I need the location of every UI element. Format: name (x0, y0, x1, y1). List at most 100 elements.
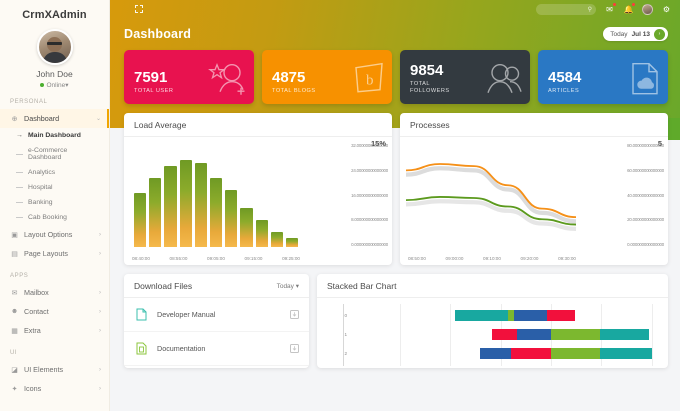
chevron-right-icon: › (99, 231, 101, 238)
bar-segment (550, 329, 600, 340)
dash-icon (16, 172, 23, 173)
stat-label: ARTICLES (548, 88, 580, 95)
download-files-header: Download Files Today ▾ (124, 274, 309, 298)
sidebar-item-contact[interactable]: ☻ Contact › (0, 302, 109, 321)
chevron-right-icon: › (99, 327, 101, 334)
status-label: Online (46, 82, 66, 89)
sidebar-subitem-main-dashboard[interactable]: → Main Dashboard (0, 128, 109, 143)
bar-segment (455, 310, 508, 321)
axis-tick-label: 09:00:00 (445, 256, 464, 261)
sidebar-subitem-hospital[interactable]: Hospital (0, 180, 109, 195)
sidebar-subitem-ecommerce-dashboard[interactable]: e-Commerce Dashboard (0, 143, 109, 165)
status-caret-icon: ▾ (65, 82, 69, 89)
list-item[interactable]: Developer Manual (124, 298, 309, 332)
bell-icon[interactable]: 🔔 (623, 2, 635, 14)
stat-card-total-blogs[interactable]: 4875 TOTAL BLOGS b (262, 50, 392, 104)
stacked-bar-rows: 0 1 2 (327, 306, 658, 363)
sidebar-item-label: Layout Options (24, 230, 73, 239)
axis-tick-label: 16.00000000000000 (351, 192, 388, 198)
profile-status[interactable]: Online▾ (0, 81, 109, 89)
stat-value: 4875 (272, 69, 306, 87)
sidebar-item-extra[interactable]: ▦ Extra › (0, 321, 109, 340)
gridline (399, 304, 401, 366)
bar-segment (513, 310, 548, 321)
sidebar-subitem-analytics[interactable]: Analytics (0, 165, 109, 180)
followers-icon (487, 64, 522, 93)
sidebar-item-dashboard[interactable]: ⊕ Dashboard ⌄ (0, 109, 109, 128)
stat-card-total-followers[interactable]: 9854 TOTAL FOLLOWERS (400, 50, 530, 104)
stacked-bar[interactable] (492, 329, 649, 340)
download-icon[interactable] (290, 310, 299, 319)
axis-tick-label: 1 (344, 332, 347, 337)
download-files-dropdown[interactable]: Today ▾ (276, 283, 299, 290)
stacked-bar-row: 0 (327, 306, 658, 325)
axis-tick-label: 8.000000000000000 (351, 217, 388, 223)
bar-segment (599, 348, 652, 359)
bar-track (351, 348, 658, 359)
sidebar-item-label: Contact (24, 307, 49, 316)
hamburger-icon[interactable] (118, 7, 127, 11)
stacked-bar[interactable] (479, 348, 652, 359)
stacked-bar-chart[interactable]: 0 1 2 (317, 298, 668, 368)
sidebar-item-page-layouts[interactable]: ▤ Page Layouts › (0, 244, 109, 263)
brand-logo[interactable]: CrmXAdmin (22, 9, 87, 21)
axis-tick-label: 09:15:00 (244, 256, 263, 261)
list-item[interactable]: Documentation (124, 332, 309, 366)
sidebar-item-mailbox[interactable]: ✉ Mailbox › (0, 283, 109, 302)
bar-segment (479, 348, 511, 359)
sidebar-subitem-banking[interactable]: Banking (0, 195, 109, 210)
load-average-chart[interactable]: 15% 32.00000000000000 24.00000000000000 16… (124, 137, 392, 265)
stacked-bar[interactable] (455, 310, 576, 321)
fullscreen-icon[interactable] (135, 5, 143, 13)
today-date: Jul 13 (631, 30, 650, 38)
nav-group-personal: PERSONAL (10, 99, 48, 105)
processes-value: 5 (657, 139, 662, 148)
gridline (651, 304, 653, 366)
today-knob-icon: › (654, 28, 665, 40)
charts-row: Load Average 15% 32.00000000000000 24.000… (110, 104, 680, 265)
avatar[interactable] (36, 29, 73, 65)
axis-tick-label: 09:30:00 (558, 256, 576, 261)
processes-y-axis: 80.00000000000000 60.00000000000000 40.000… (574, 143, 664, 247)
mail-icon: ✉ (11, 289, 18, 297)
dash-icon (16, 153, 23, 155)
user-avatar[interactable] (642, 3, 653, 15)
search-input[interactable]: ⚲ (536, 3, 596, 15)
panel-title: Stacked Bar Chart (317, 274, 668, 298)
axis-tick-label: 60.00000000000000 (627, 167, 664, 173)
chevron-right-icon: › (99, 308, 101, 315)
panel-processes: Processes 5 80.00000000000000 60.00000000… (400, 113, 668, 265)
chevron-right-icon: › (99, 289, 101, 296)
axis-tick-label: 20.00000000000000 (627, 217, 664, 223)
stat-card-articles[interactable]: 4584 ARTICLES (538, 50, 668, 104)
gear-icon[interactable]: ⚙ (662, 4, 671, 14)
contact-icon: ☻ (10, 308, 19, 315)
status-dot-icon (40, 83, 45, 88)
axis-tick-label: 40.00000000000000 (627, 192, 664, 198)
sidebar-subitem-cab-booking[interactable]: Cab Booking (0, 210, 109, 225)
axis-tick-label: 32.00000000000000 (351, 143, 388, 148)
svg-text:b: b (366, 73, 374, 89)
user-star-icon (208, 62, 245, 95)
today-selector[interactable]: Today Jul 13 › (603, 27, 668, 41)
extra-icon: ▦ (11, 327, 18, 335)
pages-icon: ▤ (11, 250, 18, 258)
mail-icon[interactable]: ✉ (604, 2, 616, 15)
stat-value: 9854 (410, 62, 444, 80)
sidebar-item-layout-options[interactable]: ▣ Layout Options › (0, 225, 109, 244)
file-name: Documentation (157, 344, 206, 353)
stat-card-total-user[interactable]: 7591 TOTAL USER (124, 50, 254, 104)
blog-b-icon: b (355, 62, 383, 93)
bar-series (134, 151, 299, 247)
axis-tick-label: 09:05:00 (207, 256, 225, 261)
sidebar-item-ui-elements[interactable]: ◪ UI Elements › (0, 360, 109, 379)
bar-segment (550, 348, 600, 359)
processes-chart[interactable]: 5 80.00000000000000 60.00000000000000 40.0… (400, 137, 668, 265)
axis-tick-label: 0.000000000000000 (627, 242, 664, 247)
chevron-right-icon: › (99, 250, 101, 257)
mail-badge (612, 2, 616, 6)
sidebar-item-icons[interactable]: ✦ Icons › (0, 379, 109, 398)
gridline (450, 304, 452, 366)
axis-tick-label: 0 (344, 313, 347, 318)
download-icon[interactable] (290, 344, 299, 353)
